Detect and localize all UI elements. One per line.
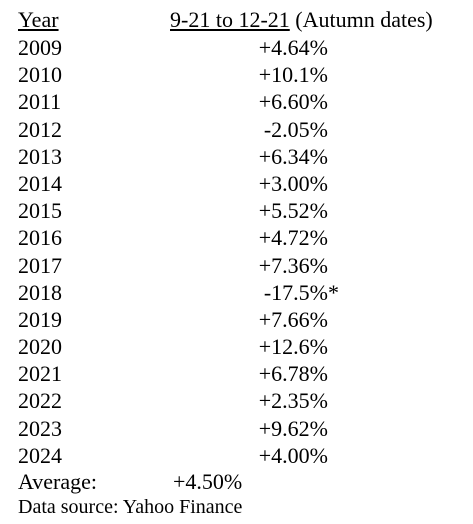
year-cell: 2012 <box>18 116 62 142</box>
change-value: +7.66% <box>258 306 328 332</box>
year-cell: 2018 <box>18 279 62 305</box>
year-cell: 2020 <box>18 334 62 360</box>
change-cell: +6.78% <box>248 360 328 387</box>
table-row: 2015 +5.52% <box>18 197 458 224</box>
change-value: +9.62% <box>258 415 328 441</box>
year-cell: 2011 <box>18 89 62 115</box>
year-cell: 2016 <box>18 225 62 251</box>
footnote-mark: * <box>328 279 339 305</box>
table-row: 2012 -2.05% <box>18 116 458 143</box>
change-value: +4.64% <box>258 35 328 60</box>
change-cell: +12.6% <box>248 333 328 360</box>
year-cell: 2014 <box>18 170 62 196</box>
table-row: 2014 +3.00% <box>18 170 458 197</box>
average-row: Average: +4.50% <box>18 470 458 494</box>
change-cell: +6.34% <box>248 143 328 170</box>
change-value: +6.60% <box>258 89 328 115</box>
change-value: +6.78% <box>258 361 328 387</box>
table-row: 2016 +4.72% <box>18 224 458 251</box>
year-cell: 2017 <box>18 252 62 278</box>
change-value: +6.34% <box>258 143 328 169</box>
change-value: +5.52% <box>258 198 328 224</box>
change-cell: +10.1% <box>248 61 328 88</box>
year-cell: 2022 <box>18 388 62 414</box>
table-row: 2024 +4.00% <box>18 442 458 469</box>
change-cell: +4.72% <box>248 224 328 251</box>
table-header: Year 9-21 to 12-21 (Autumn dates) <box>18 6 465 33</box>
table-row: 2017 +7.36% <box>18 252 458 279</box>
year-cell: 2010 <box>18 62 62 88</box>
change-value: +4.00% <box>258 442 328 468</box>
change-cell: +2.35% <box>248 387 328 414</box>
table-row: 2011 +6.60% <box>18 88 458 115</box>
year-cell: 2023 <box>18 415 62 441</box>
range-label: 9-21 to 12-21 <box>170 7 290 32</box>
change-value: +12.6% <box>258 334 328 360</box>
change-value: -17.5% <box>263 279 328 305</box>
table-row: 2020 +12.6% <box>18 333 458 360</box>
range-column-header: 9-21 to 12-21 (Autumn dates) <box>170 6 433 33</box>
table-row: 2013 +6.34% <box>18 143 458 170</box>
change-cell: +5.52% <box>248 197 328 224</box>
change-cell: +7.36% <box>248 252 328 279</box>
year-cell: 2013 <box>18 143 62 169</box>
average-label: Average: <box>18 469 97 494</box>
change-value: +3.00% <box>258 170 328 196</box>
range-note: (Autumn dates) <box>295 7 433 32</box>
change-value: +10.1% <box>258 62 328 88</box>
table-row: 2010 +10.1% <box>18 61 458 88</box>
table-row: 2019 +7.66% <box>18 306 458 333</box>
change-value: +4.72% <box>258 225 328 251</box>
change-cell: +9.62% <box>248 415 328 442</box>
year-cell: 2021 <box>18 361 62 387</box>
table-row: 2021 +6.78% <box>18 360 458 387</box>
change-cell: -17.5% * <box>248 279 339 306</box>
table-row: 2023 +9.62% <box>18 415 458 442</box>
change-value: +2.35% <box>258 388 328 414</box>
year-cell: 2019 <box>18 306 62 332</box>
change-cell: +3.00% <box>248 170 328 197</box>
change-cell: -2.05% <box>248 116 328 143</box>
change-cell: +4.00% <box>248 442 328 469</box>
year-column-header: Year <box>18 7 59 32</box>
change-cell: +6.60% <box>248 88 328 115</box>
data-source-note: Data source: Yahoo Finance <box>18 496 243 518</box>
year-cell: 2015 <box>18 198 62 224</box>
year-cell: 2009 <box>18 35 62 60</box>
change-cell: +7.66% <box>248 306 328 333</box>
average-value: +4.50% <box>173 469 243 494</box>
change-value: -2.05% <box>263 116 328 142</box>
table-row: 2022 +2.35% <box>18 387 458 414</box>
change-value: +7.36% <box>258 252 328 278</box>
year-cell: 2024 <box>18 442 62 468</box>
change-cell: +4.64% <box>248 34 328 61</box>
table-body: 2009 +4.64% 2010 +10.1% 2011 +6.60% 2012 -2.05%… <box>18 34 458 469</box>
table-row: 2018 -17.5% * <box>18 279 458 306</box>
table-row: 2009 +4.64% <box>18 34 458 61</box>
